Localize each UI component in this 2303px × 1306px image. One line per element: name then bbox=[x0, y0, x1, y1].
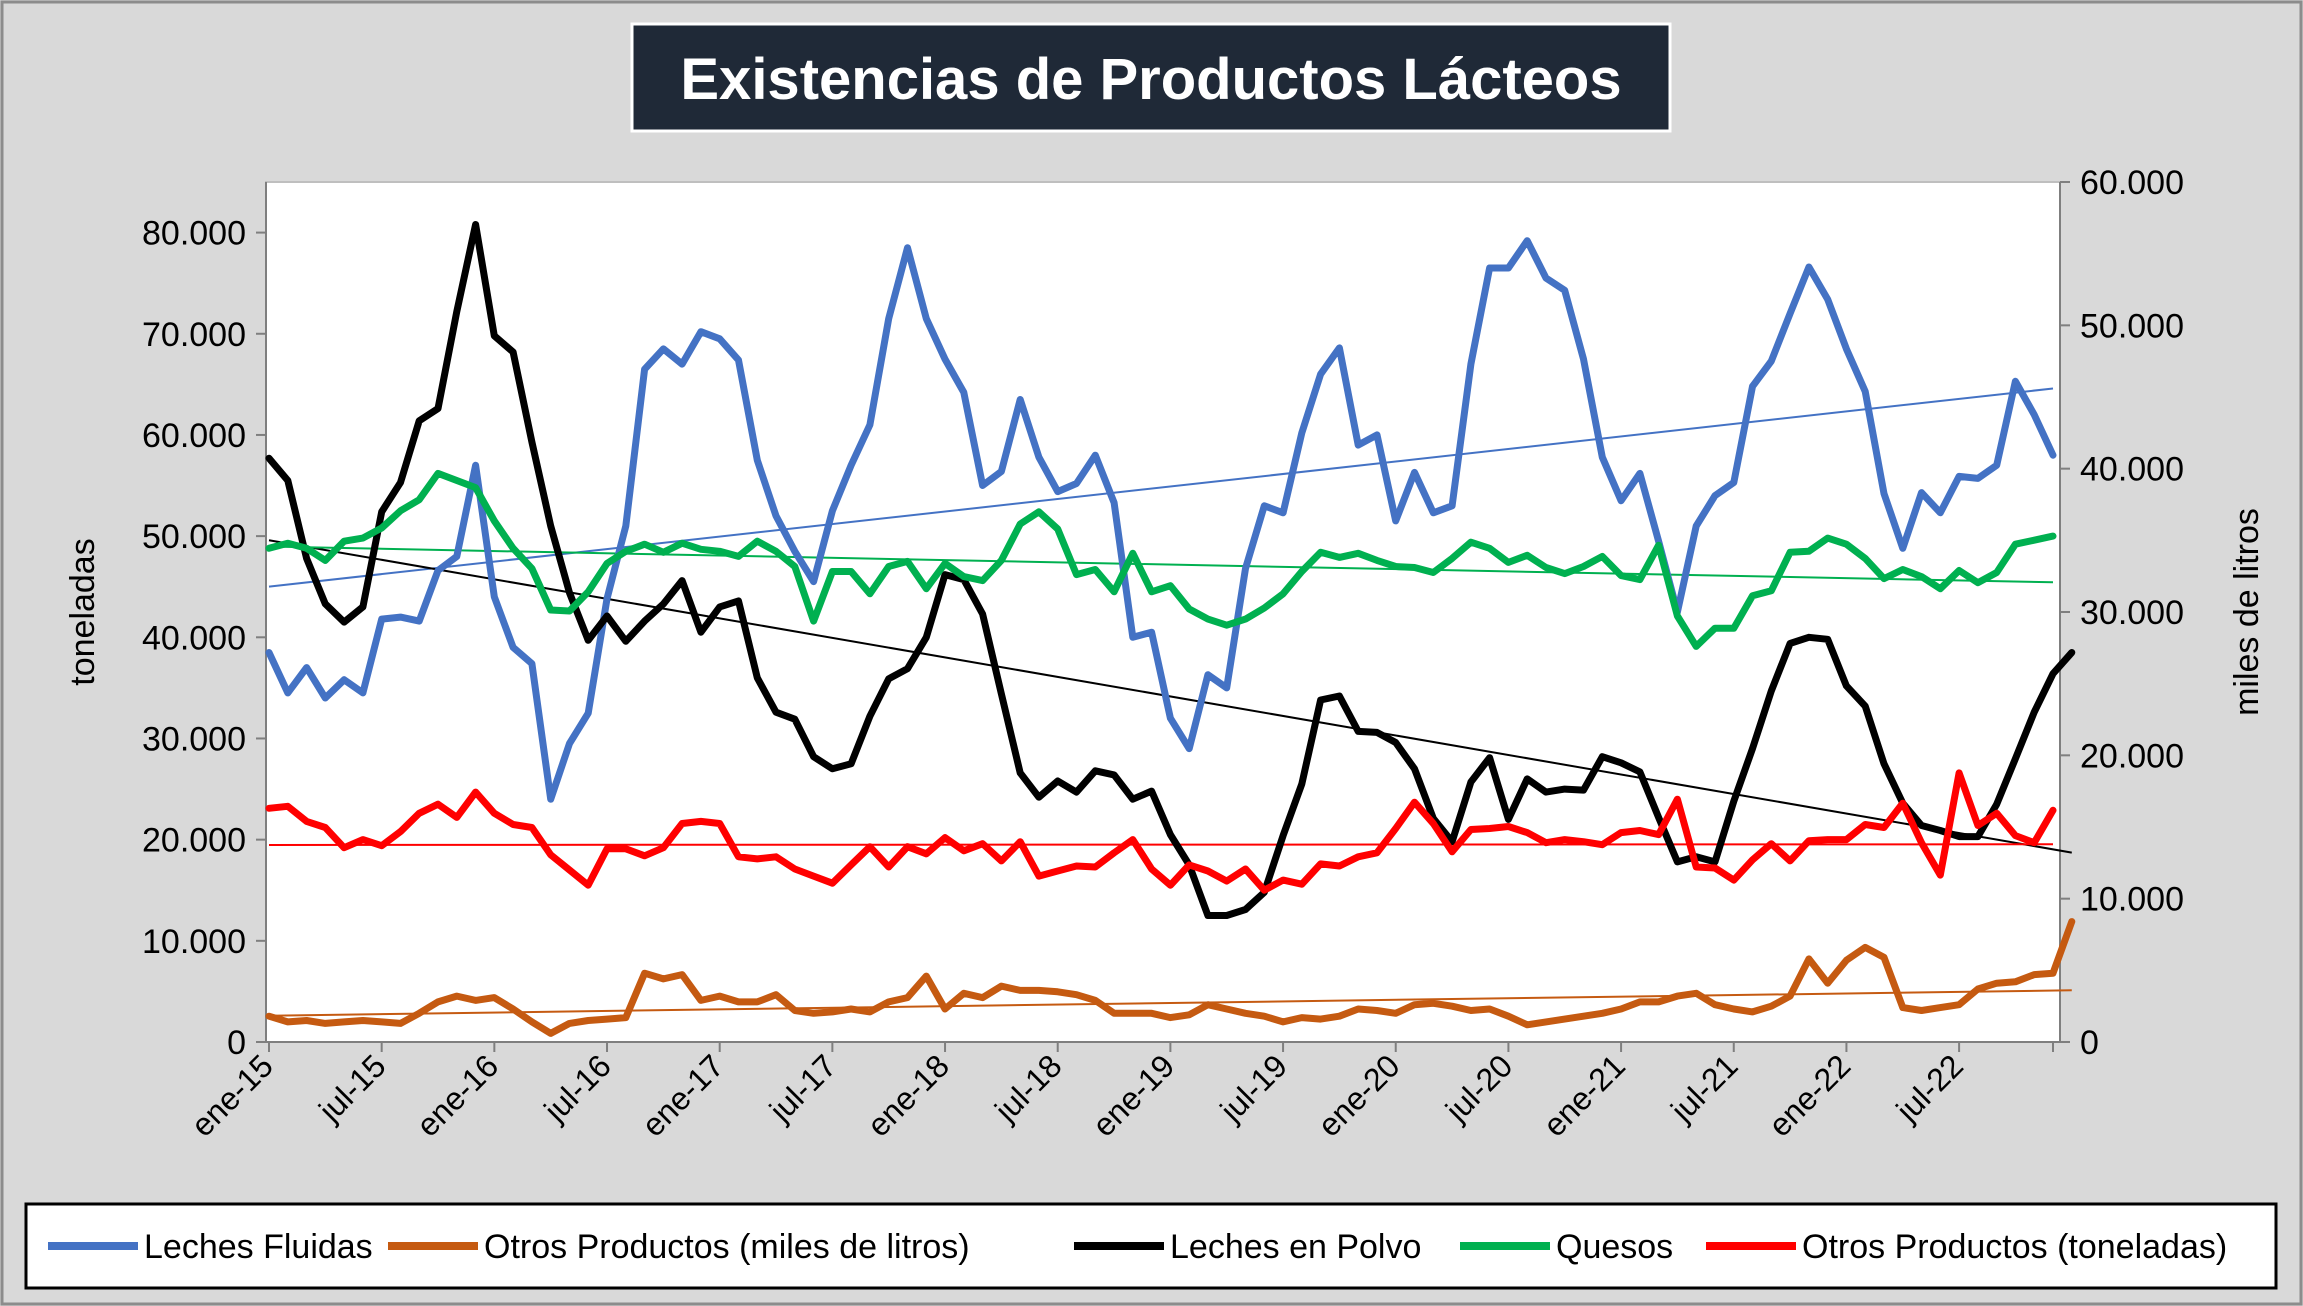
series-line-4 bbox=[265, 769, 2057, 894]
series-line-1 bbox=[265, 918, 2076, 1037]
title-box bbox=[630, 22, 1672, 133]
y-tick-label: 20.000 bbox=[142, 822, 246, 860]
legend-label: Quesos bbox=[1556, 1228, 1673, 1266]
y-tick-label: 50.000 bbox=[142, 518, 246, 556]
y2-tick-label: 60.000 bbox=[2080, 164, 2184, 202]
y-tick-label: 70.000 bbox=[142, 316, 246, 354]
y2-tick-label: 30.000 bbox=[2080, 594, 2184, 632]
y2-tick-label: 40.000 bbox=[2080, 451, 2184, 489]
y-tick-label: 40.000 bbox=[142, 619, 246, 657]
y2-tick-label: 50.000 bbox=[2080, 307, 2184, 345]
y-tick-label: 10.000 bbox=[142, 923, 246, 961]
trendline bbox=[268, 387, 2054, 588]
legend-label: Leches Fluidas bbox=[144, 1228, 373, 1266]
legend-label: Leches en Polvo bbox=[1170, 1228, 1421, 1266]
series-lines bbox=[265, 221, 2076, 1037]
chart-title: Existencias de Productos Lácteos bbox=[680, 47, 1621, 112]
y-axis-title: toneladas bbox=[64, 538, 102, 685]
trendline bbox=[268, 545, 2054, 584]
y2-axis-title: miles de litros bbox=[2228, 508, 2266, 716]
y-tick-label: 30.000 bbox=[142, 720, 246, 758]
y-tick-label: 60.000 bbox=[142, 417, 246, 455]
y2-tick-label: 20.000 bbox=[2080, 737, 2184, 775]
legend: Leches Fluidas Otros Productos (miles de … bbox=[48, 1228, 2227, 1266]
y-tick-label: 80.000 bbox=[142, 215, 246, 253]
legend-label: Otros Productos (toneladas) bbox=[1802, 1228, 2227, 1266]
series-line-2 bbox=[265, 221, 2076, 919]
series-line-3 bbox=[265, 469, 2057, 650]
legend-label: Otros Productos (miles de litros) bbox=[484, 1228, 970, 1266]
y2-tick-label: 0 bbox=[2080, 1024, 2099, 1062]
trendline bbox=[268, 989, 2072, 1017]
y-tick-label: 0 bbox=[227, 1024, 246, 1062]
trendline bbox=[268, 843, 2054, 846]
trendlines bbox=[268, 387, 2072, 1017]
y2-tick-label: 10.000 bbox=[2080, 881, 2184, 919]
series-line-0 bbox=[265, 237, 2057, 803]
